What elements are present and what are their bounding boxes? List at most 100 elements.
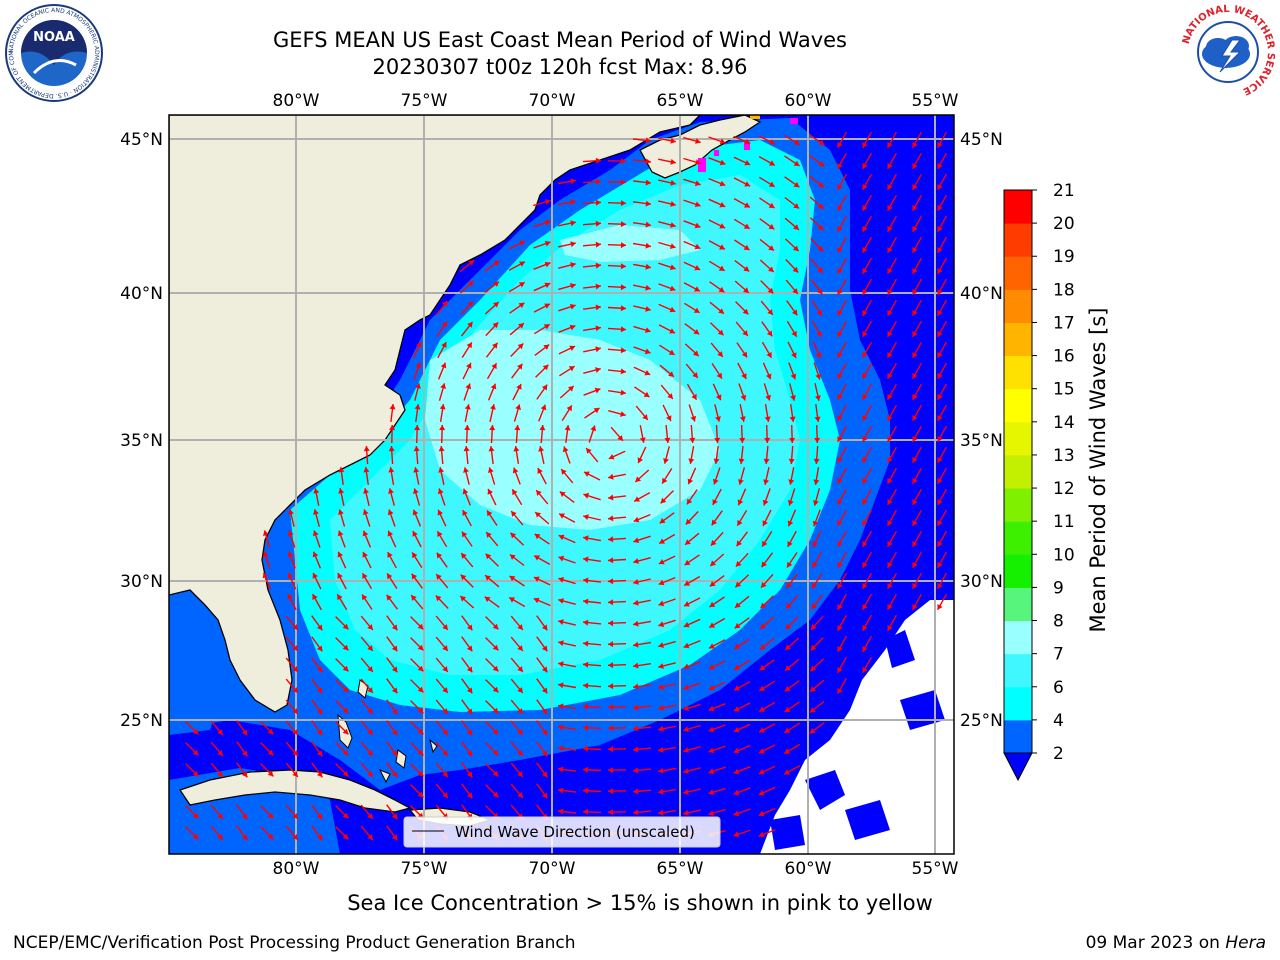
lon-label-bottom: 65°W: [657, 859, 704, 879]
wave-arrow-head: [595, 262, 601, 269]
wave-arrow-head: [785, 623, 792, 630]
wave-arrow-head: [387, 530, 394, 537]
legend-label: Wind Wave Direction (unscaled): [455, 823, 695, 841]
wave-arrow-head: [292, 645, 298, 651]
wave-arrow-head: [313, 488, 320, 494]
wave-arrow-head: [292, 750, 298, 756]
wave-arrow-head: [545, 199, 551, 205]
wave-arrow-head: [583, 682, 589, 689]
wave-arrow-head: [887, 373, 893, 379]
wave-arrow-head: [608, 536, 614, 543]
wave-arrow-head: [620, 347, 626, 354]
wave-arrow-head: [337, 530, 344, 537]
wave-arrow-head: [734, 685, 740, 691]
wave-arrow-head: [937, 184, 943, 190]
lat-label-left: 30°N: [120, 572, 163, 592]
wave-arrow-head: [439, 404, 446, 410]
wave-arrow-head: [837, 394, 843, 400]
wave-arrow-head: [485, 575, 491, 581]
wave-arrow-head: [912, 394, 918, 400]
wave-arrow-head: [912, 373, 918, 379]
wave-arrow-head: [688, 458, 695, 464]
wave-arrow-head: [767, 309, 773, 315]
wave-arrow-head: [759, 685, 766, 691]
wave-arrow-head: [645, 242, 651, 249]
wave-arrow-head: [912, 583, 918, 589]
wave-arrow-head: [813, 458, 820, 464]
wave-arrow-head: [787, 520, 794, 527]
colorbar-tick-label: 15: [1053, 380, 1075, 400]
wave-arrow-head: [862, 562, 868, 568]
wave-arrow-head: [793, 203, 800, 209]
wave-arrow-head: [645, 263, 651, 270]
wave-arrow-head: [887, 163, 893, 169]
colorbar-segment: [1004, 653, 1032, 688]
wave-arrow-head: [442, 624, 448, 630]
wave-arrow-head: [912, 184, 918, 190]
wave-arrow-head: [815, 373, 822, 380]
wave-arrow-head: [461, 531, 468, 538]
wave-arrow-head: [733, 706, 740, 712]
wave-arrow-head: [541, 666, 548, 673]
wave-arrow-head: [713, 458, 720, 464]
colorbar-tick-label: 14: [1053, 413, 1075, 433]
wave-arrow-head: [837, 352, 843, 358]
wave-arrow-head: [537, 468, 543, 474]
wave-arrow-head: [683, 642, 690, 649]
wave-arrow-head: [887, 289, 893, 295]
wave-arrow-head: [658, 600, 665, 607]
wave-arrow-head: [719, 180, 726, 187]
wave-arrow-head: [683, 809, 689, 816]
wave-arrow-head: [509, 576, 516, 582]
wave-arrow-head: [862, 184, 868, 190]
wave-arrow-head: [887, 520, 893, 526]
wave-arrow-head: [660, 497, 667, 504]
lat-label-right: 25°N: [960, 711, 1003, 731]
wave-arrow-head: [816, 309, 822, 316]
wave-arrow-head: [267, 749, 274, 756]
wave-arrow-head: [719, 244, 725, 250]
lat-label-right: 40°N: [960, 284, 1003, 304]
wave-arrow-head: [486, 532, 492, 538]
wave-arrow-head: [837, 499, 843, 505]
wave-arrow-head: [837, 478, 843, 484]
wave-arrow-head: [768, 202, 775, 208]
wave-arrow-head: [558, 787, 564, 794]
wave-arrow-head: [791, 309, 798, 316]
wave-arrow-head: [267, 812, 274, 819]
wave-arrow-head: [664, 437, 671, 443]
wave-arrow-head: [388, 467, 395, 473]
wave-arrow-head: [513, 446, 520, 452]
wave-arrow-head: [440, 383, 446, 389]
wave-arrow-head: [517, 645, 523, 651]
wave-arrow-head: [466, 750, 473, 757]
footer-credit: NCEP/EMC/Verification Post Processing Pr…: [13, 933, 576, 953]
lon-label-top: 80°W: [273, 91, 320, 111]
wave-arrow-head: [442, 729, 448, 735]
wave-arrow-head: [316, 771, 323, 778]
wave-arrow-head: [912, 331, 918, 337]
wave-arrow-head: [338, 467, 345, 473]
wave-arrow-head: [689, 437, 696, 443]
wave-arrow-head: [816, 331, 822, 337]
wave-arrow-head: [818, 203, 824, 209]
wave-arrow-head: [608, 704, 614, 711]
wave-arrow-head: [595, 178, 601, 185]
wave-arrow-head: [837, 331, 843, 337]
wave-arrow-head: [411, 573, 418, 580]
wave-arrow-head: [912, 310, 918, 316]
wave-arrow-head: [367, 645, 373, 651]
wave-arrow-head: [568, 386, 574, 392]
wave-arrow-head: [712, 478, 719, 485]
wave-arrow-head: [708, 789, 714, 795]
wave-arrow-head: [391, 834, 398, 841]
wave-arrow-head: [519, 240, 526, 246]
wave-arrow-head: [442, 771, 448, 777]
wave-arrow-head: [192, 770, 199, 777]
lat-labels-right: 45°N 40°N 35°N 30°N 25°N: [960, 130, 1003, 731]
lat-label-left: 45°N: [120, 130, 163, 150]
wave-arrow-head: [442, 666, 448, 672]
wave-arrow-head: [683, 663, 690, 670]
colorbar-tick-label: 4: [1053, 711, 1064, 731]
wave-arrow-head: [809, 707, 816, 713]
